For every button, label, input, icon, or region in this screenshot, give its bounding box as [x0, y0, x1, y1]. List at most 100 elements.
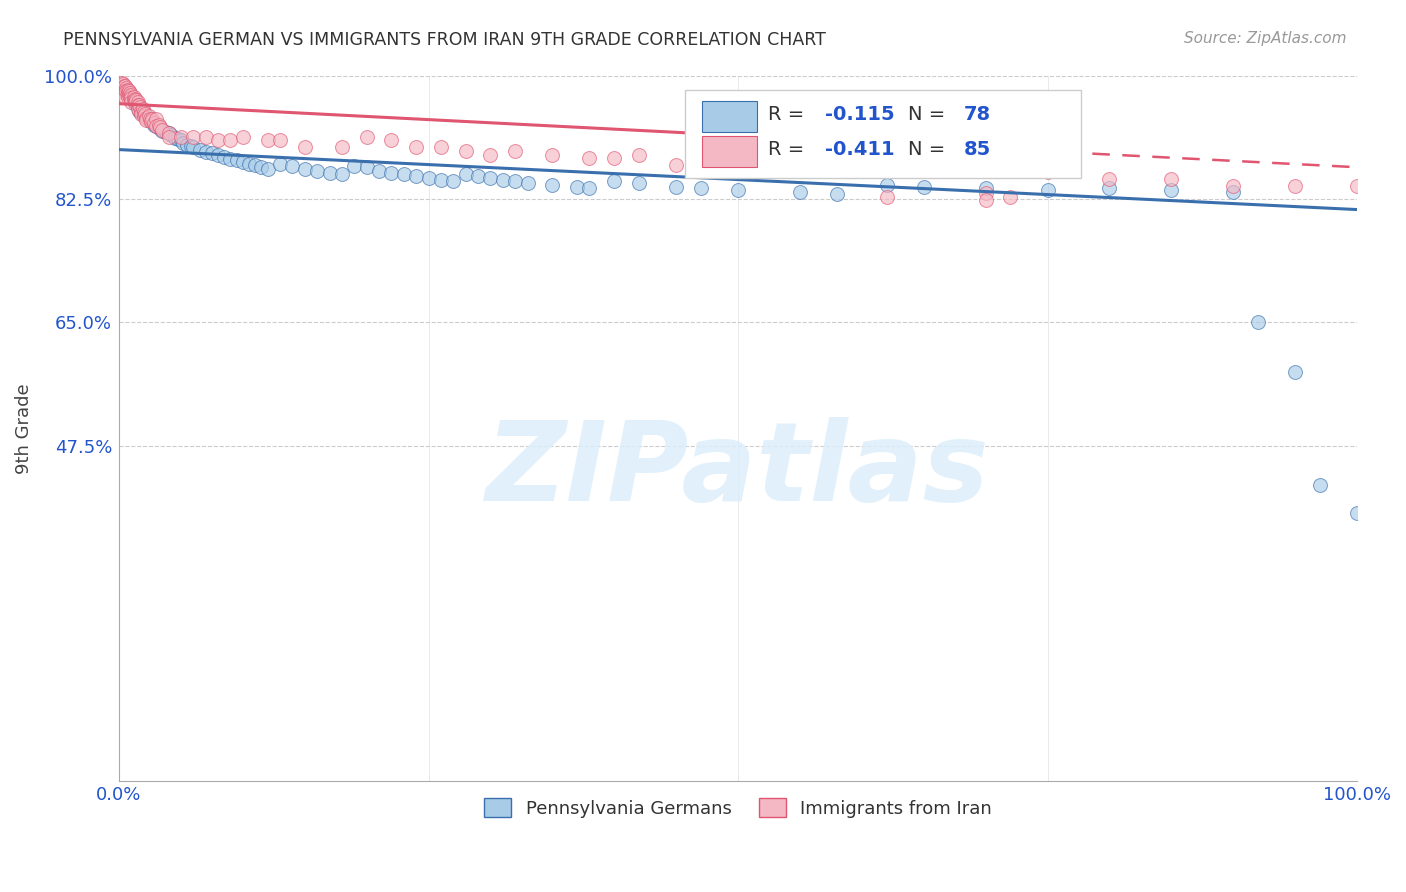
- FancyBboxPatch shape: [702, 136, 756, 167]
- Point: [120, 88, 142, 103]
- Point: [256, 161, 278, 176]
- FancyBboxPatch shape: [685, 89, 1081, 178]
- Point: [418, 170, 440, 185]
- Point: [1036, 183, 1059, 197]
- Point: [825, 187, 848, 202]
- Y-axis label: 9th Grade: 9th Grade: [15, 383, 32, 474]
- Point: [127, 100, 149, 114]
- Point: [111, 77, 134, 91]
- Point: [503, 144, 526, 158]
- Point: [405, 140, 427, 154]
- Point: [115, 84, 138, 98]
- Point: [974, 181, 997, 195]
- Point: [139, 111, 162, 125]
- Point: [122, 89, 145, 103]
- Point: [225, 153, 247, 168]
- Point: [131, 105, 153, 120]
- Point: [516, 176, 538, 190]
- Point: [170, 133, 193, 147]
- Point: [128, 98, 150, 112]
- Point: [114, 82, 136, 96]
- Point: [118, 88, 141, 103]
- Point: [1284, 179, 1306, 194]
- Text: R =: R =: [768, 140, 810, 159]
- Point: [665, 180, 688, 194]
- Point: [127, 95, 149, 110]
- Text: 78: 78: [963, 105, 990, 124]
- Point: [578, 151, 600, 165]
- Point: [627, 176, 650, 190]
- Point: [232, 154, 254, 169]
- Point: [172, 136, 194, 150]
- Text: -0.115: -0.115: [825, 105, 894, 124]
- Point: [454, 144, 477, 158]
- Point: [318, 166, 340, 180]
- Point: [145, 120, 167, 134]
- Point: [183, 140, 205, 154]
- Point: [392, 167, 415, 181]
- Point: [214, 150, 236, 164]
- Point: [430, 140, 453, 154]
- Point: [1098, 181, 1121, 195]
- Point: [912, 158, 935, 172]
- Point: [207, 147, 229, 161]
- Point: [912, 180, 935, 194]
- Point: [269, 133, 291, 147]
- Text: 85: 85: [963, 140, 991, 159]
- Point: [128, 103, 150, 118]
- Point: [238, 157, 260, 171]
- FancyBboxPatch shape: [702, 101, 756, 132]
- Point: [702, 158, 724, 172]
- Point: [689, 181, 711, 195]
- Point: [114, 79, 136, 94]
- Point: [876, 190, 898, 204]
- Point: [120, 89, 142, 103]
- Point: [789, 158, 811, 172]
- Point: [176, 137, 198, 152]
- Point: [467, 169, 489, 183]
- Point: [122, 93, 145, 107]
- Point: [132, 107, 155, 121]
- Point: [219, 133, 242, 147]
- Point: [479, 170, 502, 185]
- Point: [330, 167, 353, 181]
- Point: [627, 147, 650, 161]
- Point: [454, 167, 477, 181]
- Point: [1222, 185, 1244, 199]
- Point: [149, 120, 172, 134]
- Point: [974, 186, 997, 201]
- Point: [441, 174, 464, 188]
- Point: [145, 120, 167, 134]
- Point: [207, 133, 229, 147]
- Point: [131, 103, 153, 118]
- Point: [1036, 165, 1059, 179]
- Point: [603, 151, 626, 165]
- Point: [281, 159, 304, 173]
- Point: [135, 110, 157, 124]
- Point: [114, 89, 136, 103]
- Point: [565, 180, 588, 194]
- Point: [245, 158, 267, 172]
- Text: Source: ZipAtlas.com: Source: ZipAtlas.com: [1184, 31, 1347, 46]
- Point: [141, 112, 163, 127]
- Point: [139, 112, 162, 127]
- Point: [112, 79, 135, 94]
- Point: [150, 123, 173, 137]
- Point: [492, 173, 515, 187]
- Point: [120, 89, 142, 103]
- Point: [120, 95, 142, 109]
- Point: [118, 84, 141, 98]
- Point: [201, 146, 224, 161]
- Point: [163, 130, 186, 145]
- Point: [135, 112, 157, 127]
- Point: [851, 158, 873, 172]
- Text: -0.411: -0.411: [825, 140, 894, 159]
- Point: [343, 159, 366, 173]
- Text: N =: N =: [908, 140, 950, 159]
- Point: [1160, 172, 1182, 186]
- Point: [157, 127, 180, 141]
- Point: [148, 121, 170, 136]
- Point: [160, 128, 183, 143]
- Point: [250, 160, 273, 174]
- Point: [578, 181, 600, 195]
